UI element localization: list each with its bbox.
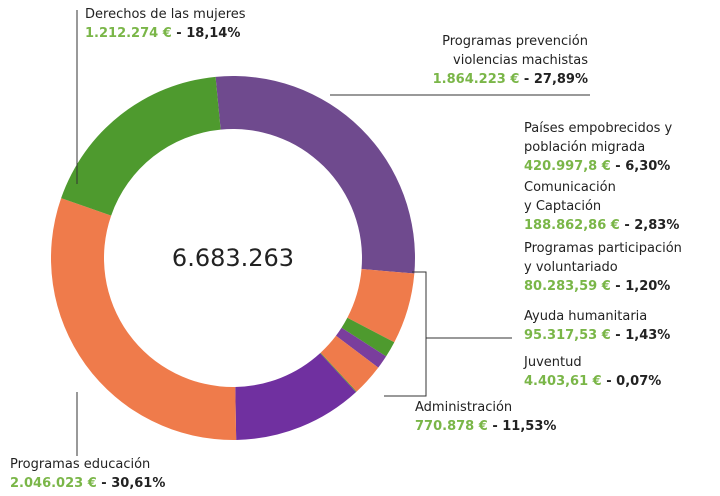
percent-label: - 27,89% (519, 72, 588, 87)
donut-segment (320, 335, 379, 392)
segment-label: Juventud 4.403,61 € - 0,07% (523, 355, 661, 389)
segment-label: Programas prevención violencias machistas… (433, 34, 589, 87)
category-label: Juventud (523, 355, 582, 370)
value-label: 770.878 € - 11,53% (415, 419, 556, 434)
amount-label: 770.878 € (415, 419, 488, 434)
category-label: y voluntariado (524, 260, 618, 275)
segment-label: Países empobrecidos y población migrada 42… (524, 121, 673, 174)
donut-segment (215, 75, 415, 274)
percent-label: - 6,30% (611, 159, 671, 174)
leader-lines (76, 10, 590, 456)
value-label: 4.403,61 € - 0,07% (524, 374, 661, 389)
donut-segment (51, 198, 237, 440)
value-label: 1.212.274 € - 18,14% (85, 26, 240, 41)
donut-segment (335, 327, 387, 368)
category-label: Programas prevención (442, 34, 588, 49)
leader-line (384, 271, 427, 397)
category-label: Programas participación (524, 241, 682, 256)
amount-label: 95.317,53 € (524, 328, 611, 343)
segment-label: Programas educación 2.046.023 € - 30,61% (10, 457, 165, 491)
amount-label: 4.403,61 € (524, 374, 602, 389)
percent-label: - 1,20% (611, 279, 671, 294)
value-label: 80.283,59 € - 1,20% (524, 279, 670, 294)
value-label: 1.864.223 € - 27,89% (433, 72, 588, 87)
segment-label: Programas participación y voluntariado 80.… (524, 241, 682, 294)
percent-label: - 30,61% (97, 476, 166, 491)
category-label: y Captación (524, 199, 601, 214)
category-label: población migrada (524, 140, 645, 155)
percent-label: - 18,14% (172, 26, 241, 41)
amount-label: 188.862,86 € (524, 218, 620, 233)
category-label: Comunicación (524, 180, 616, 195)
category-label: Derechos de las mujeres (85, 7, 246, 22)
amount-label: 1.864.223 € (433, 72, 520, 87)
center-total: 6.683.263 (172, 244, 294, 272)
value-label: 188.862,86 € - 2,83% (524, 218, 679, 233)
segment-label: Administración 770.878 € - 11,53% (415, 400, 556, 434)
category-label: Administración (415, 400, 512, 415)
category-label: Países empobrecidos y (524, 121, 673, 136)
donut-segment (347, 269, 415, 343)
segment-label: Comunicación y Captación 188.862,86 € - 2,… (524, 180, 679, 233)
value-label: 2.046.023 € - 30,61% (10, 476, 165, 491)
amount-label: 2.046.023 € (10, 476, 97, 491)
donut-segment (61, 76, 221, 216)
amount-label: 80.283,59 € (524, 279, 611, 294)
donut-segment (341, 317, 395, 357)
amount-label: 420.997,8 € (524, 159, 611, 174)
percent-label: - 1,43% (611, 328, 671, 343)
segment-label: Derechos de las mujeres 1.212.274 € - 18,… (85, 7, 246, 41)
donut-segment (320, 352, 357, 393)
value-label: 95.317,53 € - 1,43% (524, 328, 670, 343)
category-label: Ayuda humanitaria (524, 309, 647, 324)
donut-segment (235, 353, 356, 440)
percent-label: - 0,07% (602, 374, 662, 389)
category-label: Programas educación (10, 457, 150, 472)
percent-label: - 11,53% (488, 419, 557, 434)
percent-label: - 2,83% (620, 218, 680, 233)
segment-label: Ayuda humanitaria 95.317,53 € - 1,43% (524, 309, 670, 343)
amount-label: 1.212.274 € (85, 26, 172, 41)
value-label: 420.997,8 € - 6,30% (524, 159, 670, 174)
category-label: violencias machistas (453, 53, 588, 68)
